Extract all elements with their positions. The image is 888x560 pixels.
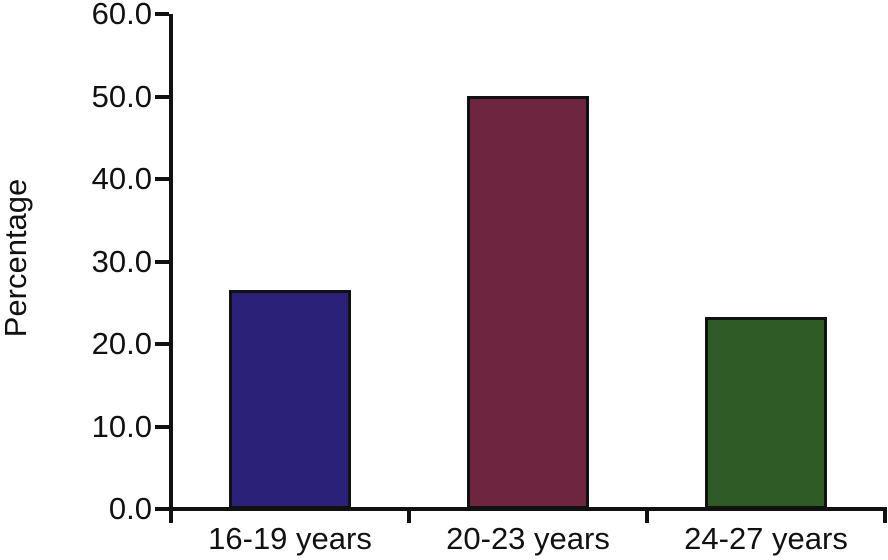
x-tick	[645, 509, 649, 523]
y-axis-line	[169, 14, 173, 509]
y-tick	[155, 177, 169, 181]
x-category-label: 16-19 years	[208, 521, 372, 556]
y-tick-label: 40.0	[91, 161, 152, 196]
y-tick	[155, 342, 169, 346]
y-tick	[155, 94, 169, 99]
y-tick-label: 10.0	[91, 408, 152, 444]
x-category-label: 20-23 years	[446, 521, 610, 556]
bar-16-19-years	[229, 290, 351, 509]
y-tick	[155, 507, 169, 511]
x-axis-line	[169, 507, 887, 511]
y-tick-label: 0.0	[108, 491, 152, 526]
bar-24-27-years	[705, 317, 827, 509]
x-tick	[169, 509, 173, 523]
y-tick	[155, 424, 169, 429]
bar-20-23-years	[467, 96, 589, 509]
x-category-label: 24-27 years	[684, 521, 848, 556]
y-tick	[155, 259, 169, 264]
y-tick	[155, 12, 169, 16]
x-tick	[407, 509, 411, 523]
y-tick-label: 20.0	[91, 326, 152, 361]
y-tick-label: 30.0	[91, 243, 152, 279]
x-tick	[883, 509, 887, 523]
y-tick-label: 60.0	[91, 0, 152, 31]
y-tick-label: 50.0	[91, 78, 152, 114]
